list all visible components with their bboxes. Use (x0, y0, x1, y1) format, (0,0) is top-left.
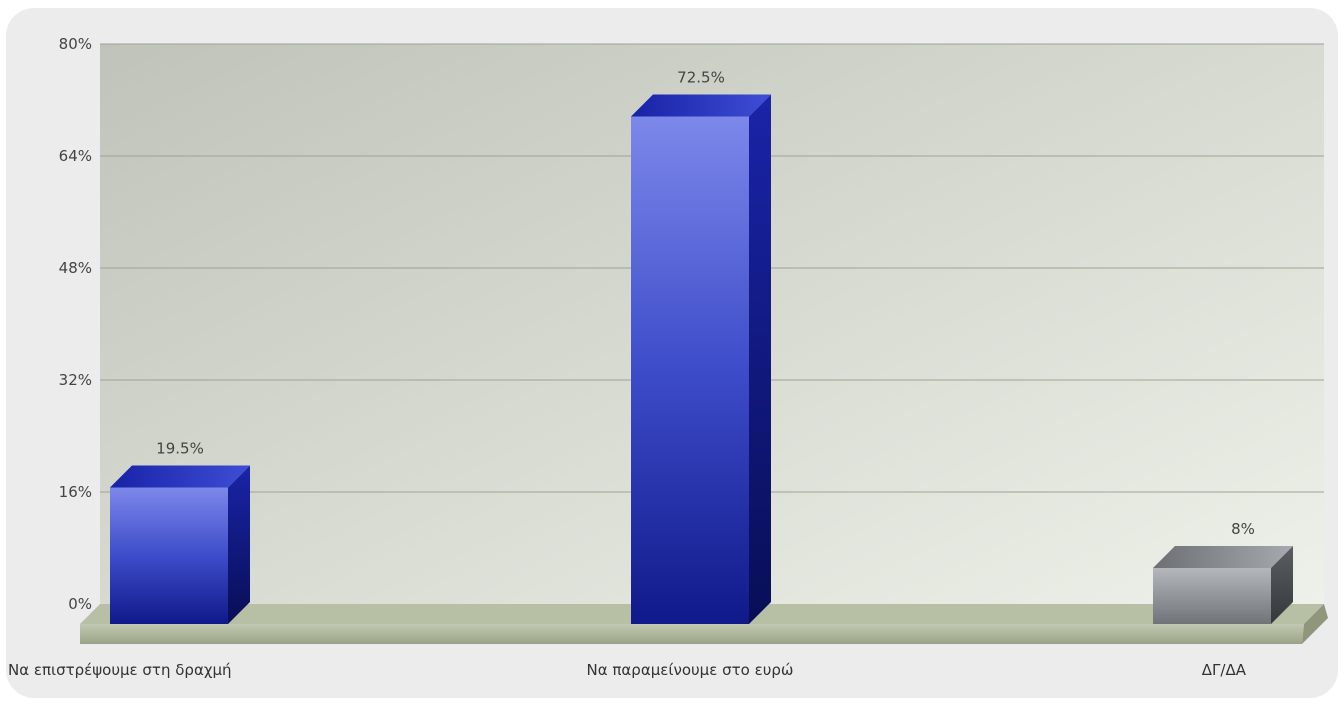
category-label-δγ-δα: ΔΓ/ΔΑ (1202, 661, 1247, 679)
data-label-δγ-δα: 8% (1231, 520, 1255, 538)
data-label-να-παραμείνουμε-στο-ευρώ: 72.5% (677, 69, 725, 87)
y-tick-label-32: 32% (59, 371, 92, 389)
y-axis-ticks: 0% 16% 32% 48% 64% 80% (59, 35, 92, 613)
y-tick-label-48: 48% (59, 259, 92, 277)
bar-top (631, 94, 771, 117)
bar-side (1271, 546, 1293, 624)
bars (110, 94, 1293, 624)
bar-front (631, 116, 749, 624)
data-label-να-επιστρέψουμε-στη-δραχμή: 19.5% (156, 440, 204, 458)
bar-να-παραμείνουμε-στο-ευρώ (631, 94, 771, 624)
bar-top (110, 465, 250, 488)
y-tick-label-16: 16% (59, 483, 92, 501)
bar-side (228, 465, 250, 624)
bar-side (749, 94, 771, 624)
y-tick-label-64: 64% (59, 147, 92, 165)
bar-front (1153, 568, 1271, 624)
y-tick-label-80: 80% (59, 35, 92, 53)
category-label-να-επιστρέψουμε-στη-δραχμή: Να επιστρέψουμε στη δραχμή (8, 661, 232, 679)
data-labels: 19.5% 72.5% 8% (156, 69, 1255, 539)
floor-front (80, 624, 1304, 644)
category-label-να-παραμείνουμε-στο-ευρώ: Να παραμείνουμε στο ευρώ (587, 661, 794, 679)
bar-δγ-δα (1153, 546, 1293, 624)
category-labels: Να επιστρέψουμε στη δραχμή Να παραμείνουμ… (8, 661, 1247, 679)
bar-front (110, 487, 228, 624)
bar-να-επιστρέψουμε-στη-δραχμή (110, 465, 250, 624)
y-tick-label-0: 0% (68, 595, 92, 613)
floor-side (1302, 604, 1328, 644)
bar-top (1153, 546, 1293, 568)
